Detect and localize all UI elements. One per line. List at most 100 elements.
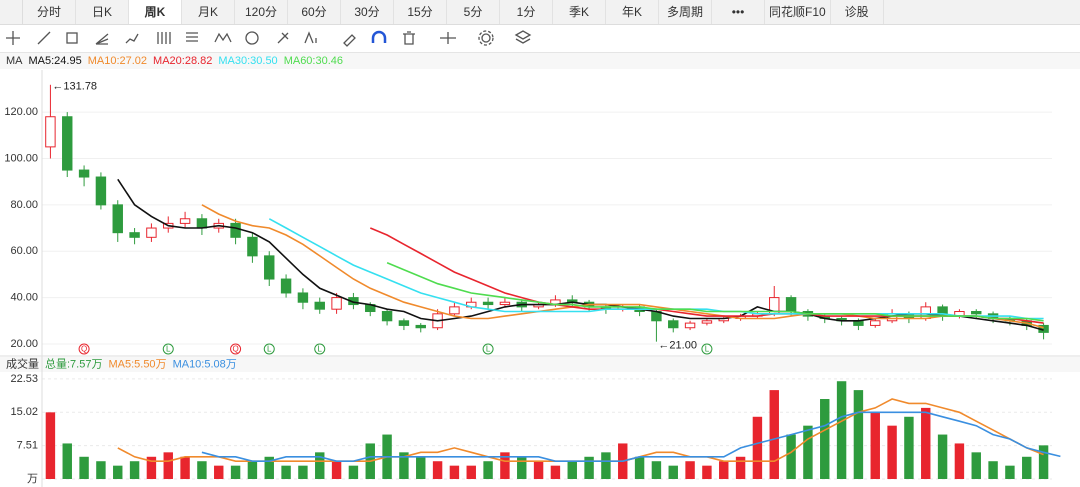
tool-icon[interactable] [214,32,232,43]
period-tab[interactable]: 120分 [235,0,288,24]
volume-bar [870,412,880,479]
candle-body [45,116,56,148]
tool-icon[interactable] [157,32,171,44]
candle-body [550,299,561,306]
volume-bar [247,461,258,479]
period-tab[interactable]: 30分 [341,0,394,24]
volume-bar [836,381,847,479]
ma-line [117,398,1044,462]
tool-icon[interactable] [478,30,494,46]
volume-bar [618,443,628,479]
ma-line [201,204,1044,329]
tool-icon[interactable] [440,32,456,44]
candle-body [196,218,208,229]
volume-bar [315,452,325,479]
volume-bar [146,456,157,479]
period-tab[interactable]: 多周期 [659,0,712,24]
candle-body [668,320,679,329]
period-tab[interactable]: 15分 [394,0,447,24]
candle-body [971,311,982,315]
period-tab[interactable]: 5分 [447,0,500,24]
period-tab[interactable]: 诊股 [831,0,884,24]
annotation: ←21.00 [658,340,697,352]
event-label: Q [232,345,238,354]
period-tab[interactable]: 年K [606,0,659,24]
tool-icon[interactable] [371,30,387,43]
volume-bar [719,461,729,479]
period-tab[interactable]: 同花顺F10 [765,0,831,24]
candle-body [398,320,410,326]
volume-bar [483,461,493,479]
y-tick-label: 15.02 [10,406,38,418]
tool-icon[interactable] [125,33,139,44]
period-tab[interactable]: ••• [712,0,765,24]
candle-body [752,313,763,317]
ma-line [117,178,1044,331]
candle-body [482,301,494,306]
legend-entry: MA [6,55,23,67]
volume-bar [449,465,460,479]
candle-body [836,317,847,322]
tool-icon[interactable] [6,31,20,45]
tool-icon[interactable] [95,33,109,45]
y-tick-label: 120.00 [4,106,38,118]
menu-box[interactable] [0,0,23,24]
event-marker [230,343,242,355]
candle-body [499,301,511,306]
period-tab[interactable]: 60分 [288,0,341,24]
candle-body [1038,324,1049,333]
legend-entry: MA60:30.46 [284,55,343,67]
period-tab[interactable]: 分时 [23,0,76,24]
candle-body [718,317,729,322]
candle-body [179,218,191,224]
ma-line [369,227,1044,324]
event-label: L [318,345,323,354]
candle-body [112,204,123,234]
volume-bar [517,456,527,479]
volume-bar [601,452,611,479]
tool-icon[interactable] [277,32,289,44]
legend-entry: MA30:30.50 [218,55,277,67]
tool-icon[interactable] [37,31,51,45]
candle-body [432,313,443,329]
candle-body [78,169,90,178]
tool-icon[interactable] [245,31,259,45]
volume-bar [365,443,375,479]
volume-bar [214,465,224,479]
tool-icon[interactable] [186,32,198,42]
candle-body [870,320,881,326]
period-tab[interactable]: 1分 [500,0,553,24]
volume-bar [264,456,274,479]
volume-bar [702,465,712,479]
event-label: L [166,345,171,354]
volume-bar [197,461,207,479]
ma-line [386,262,1044,322]
candle-body [331,297,342,310]
candle-body [886,313,898,322]
candle-body [987,313,999,319]
tool-icon[interactable] [304,31,317,44]
period-tab[interactable]: 季K [553,0,606,24]
tool-icon[interactable] [343,34,356,47]
drawing-tools [0,30,1080,53]
tool-icon[interactable] [403,31,415,45]
period-tab[interactable]: 日K [76,0,129,24]
candle-body [533,304,544,308]
period-tab[interactable]: 周K [129,0,182,24]
tool-icon[interactable] [514,30,532,44]
ma-line [268,218,1044,320]
candle-body [583,301,595,308]
volume-bar [163,452,173,479]
candle-body [819,315,830,319]
ma-legend-bar [0,53,1080,69]
candle-body [365,304,376,313]
candle-body [314,301,325,310]
tool-icon[interactable] [66,32,78,44]
candle-body [129,232,140,238]
event-marker [162,343,174,355]
event-marker [263,343,275,355]
candle-body [701,320,713,324]
volume-bar [567,461,577,479]
y-tick-label: 100.00 [4,152,38,164]
period-tab[interactable]: 月K [182,0,235,24]
